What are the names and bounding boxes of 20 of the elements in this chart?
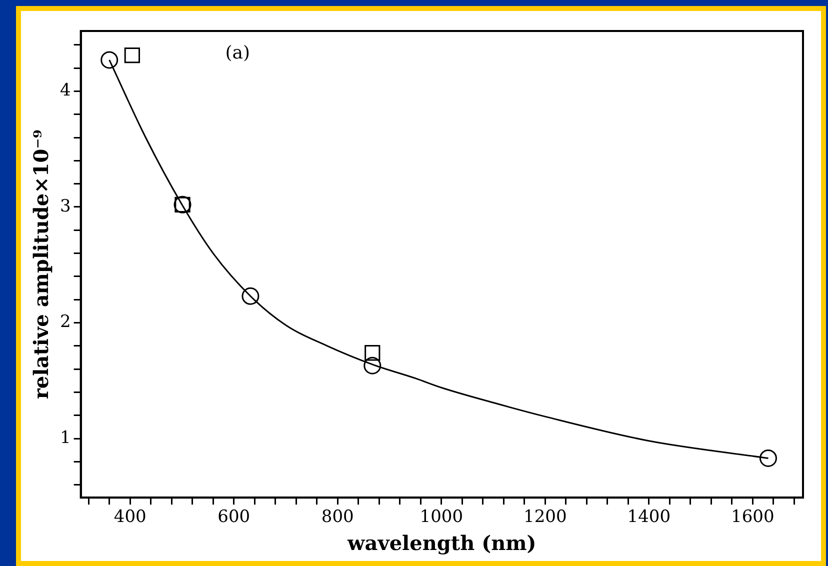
point bbox=[124, 47, 140, 64]
x-tick-label: 1600 bbox=[731, 507, 774, 528]
x-tick-label: 800 bbox=[321, 507, 354, 528]
point bbox=[100, 51, 118, 69]
point bbox=[364, 356, 382, 374]
y-tick-label: 2 bbox=[60, 312, 71, 332]
x-tick-label: 600 bbox=[218, 507, 250, 528]
annotation: (a) bbox=[225, 42, 250, 64]
x-tick-label: 1200 bbox=[524, 507, 567, 528]
y-tick-label: 4 bbox=[60, 80, 71, 101]
x-tick-label: 1400 bbox=[627, 507, 671, 528]
y-tick-label: 3 bbox=[60, 196, 71, 216]
y-axis-title: relative amplitude×10⁻⁹ bbox=[29, 129, 54, 400]
point bbox=[759, 449, 777, 467]
y-tick-label: 1 bbox=[60, 428, 71, 448]
x-tick-label: 400 bbox=[114, 507, 146, 528]
point bbox=[364, 345, 380, 361]
point bbox=[242, 287, 260, 305]
x-tick-label: 1000 bbox=[420, 507, 464, 528]
x-axis-title: wavelength (nm) bbox=[346, 531, 536, 556]
